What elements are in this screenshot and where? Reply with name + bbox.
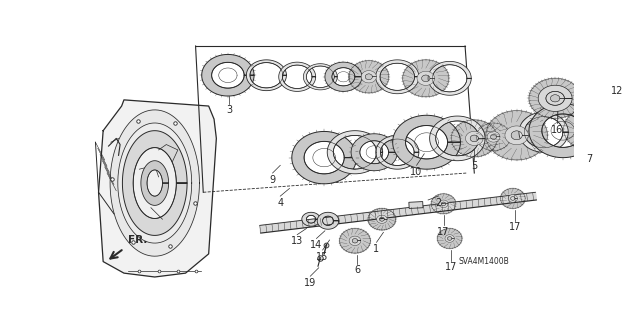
Polygon shape	[445, 235, 454, 242]
Polygon shape	[349, 61, 389, 93]
Polygon shape	[376, 60, 419, 94]
Text: FR.: FR.	[128, 235, 147, 245]
Text: 1: 1	[374, 244, 380, 254]
Polygon shape	[130, 143, 179, 223]
Text: 4: 4	[277, 198, 284, 208]
Polygon shape	[202, 55, 254, 96]
Text: 12: 12	[611, 86, 623, 96]
Polygon shape	[477, 123, 511, 151]
Polygon shape	[376, 215, 387, 223]
Polygon shape	[487, 131, 500, 142]
Polygon shape	[606, 57, 628, 74]
Polygon shape	[417, 71, 435, 85]
Polygon shape	[545, 91, 565, 106]
Text: 9: 9	[269, 174, 276, 185]
Polygon shape	[486, 111, 547, 160]
Text: 7: 7	[587, 154, 593, 164]
Text: 3: 3	[227, 105, 232, 115]
Polygon shape	[368, 208, 396, 230]
Polygon shape	[393, 115, 460, 169]
Polygon shape	[538, 85, 572, 111]
Text: 15: 15	[316, 252, 329, 262]
Text: 16: 16	[551, 124, 564, 135]
Polygon shape	[500, 189, 525, 208]
Polygon shape	[508, 195, 518, 202]
Polygon shape	[465, 131, 483, 145]
Polygon shape	[639, 184, 640, 193]
Polygon shape	[505, 126, 529, 145]
Polygon shape	[110, 110, 200, 256]
Polygon shape	[431, 194, 456, 214]
Polygon shape	[451, 120, 497, 157]
Text: 14: 14	[310, 240, 323, 250]
Polygon shape	[403, 60, 449, 97]
Polygon shape	[630, 178, 640, 199]
Text: 17: 17	[509, 222, 522, 232]
Text: 6: 6	[354, 265, 360, 275]
Polygon shape	[340, 228, 371, 253]
Polygon shape	[428, 61, 471, 95]
Polygon shape	[439, 200, 448, 208]
Polygon shape	[376, 135, 419, 169]
Bar	[632, 77, 640, 91]
Text: 10: 10	[410, 167, 422, 177]
Polygon shape	[260, 192, 536, 233]
Polygon shape	[632, 77, 640, 91]
Polygon shape	[529, 104, 596, 158]
Polygon shape	[361, 70, 376, 83]
Polygon shape	[351, 134, 397, 171]
Polygon shape	[327, 131, 383, 174]
Polygon shape	[429, 116, 485, 161]
Polygon shape	[141, 161, 168, 205]
Text: SVA4M1400B: SVA4M1400B	[459, 257, 509, 266]
Text: 5: 5	[471, 161, 477, 172]
Text: 19: 19	[304, 278, 316, 288]
Polygon shape	[437, 228, 462, 249]
Polygon shape	[580, 121, 600, 137]
Polygon shape	[118, 123, 192, 243]
Polygon shape	[292, 131, 356, 184]
Polygon shape	[317, 212, 339, 229]
Polygon shape	[246, 60, 287, 91]
Polygon shape	[99, 100, 216, 277]
Polygon shape	[122, 131, 187, 235]
Text: 2: 2	[435, 198, 441, 208]
Bar	[409, 202, 423, 208]
Polygon shape	[519, 112, 568, 152]
Polygon shape	[349, 236, 361, 246]
Polygon shape	[302, 212, 320, 226]
Text: 17: 17	[445, 262, 458, 272]
Polygon shape	[303, 64, 337, 90]
Polygon shape	[564, 108, 616, 150]
Polygon shape	[325, 62, 362, 92]
Text: 17: 17	[437, 227, 450, 237]
Polygon shape	[279, 62, 316, 92]
Polygon shape	[529, 78, 581, 118]
Text: 13: 13	[291, 236, 303, 246]
